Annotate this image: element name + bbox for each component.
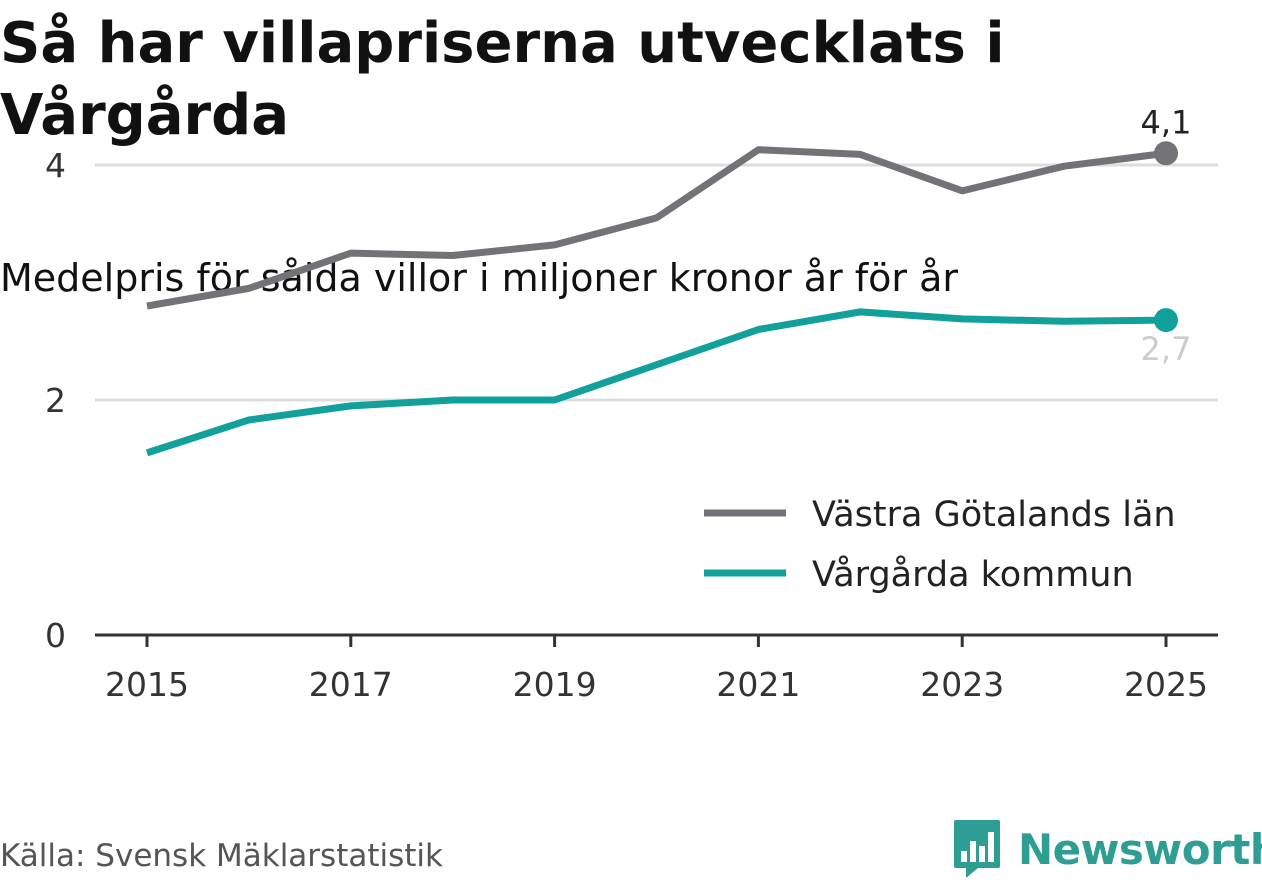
brand-name: Newsworthy [1018,825,1262,874]
line-chart: 0 2 4 2015 2017 2019 2021 2023 2025 Västra Göta… [0,0,1262,800]
end-value-label: 2,7 [1141,330,1192,368]
source-note: Källa: Svensk Mäklarstatistik [0,838,443,874]
series-end-point [1154,308,1178,332]
x-tick-label: 2015 [105,665,189,704]
y-tick-label: 4 [45,146,66,185]
y-axis-ticks: 0 2 4 [45,146,66,655]
x-tick-label: 2021 [716,665,800,704]
x-tick-label: 2023 [920,665,1004,704]
legend: Västra Götalands län Vårgårda kommun [692,487,1192,612]
series-line-vargarda [147,312,1166,453]
end-value-label: 4,1 [1141,103,1192,141]
newsworthy-brand: Newsworthy [952,818,1262,880]
x-axis-ticks: 2015 2017 2019 2021 2023 2025 [105,635,1208,704]
y-tick-label: 0 [45,616,66,655]
newsworthy-logo-icon [952,818,1002,880]
series-end-point [1154,141,1178,165]
legend-label: Vårgårda kommun [812,554,1134,595]
x-tick-label: 2019 [513,665,597,704]
x-tick-label: 2025 [1124,665,1208,704]
legend-label: Västra Götalands län [812,495,1176,535]
x-tick-label: 2017 [309,665,393,704]
y-tick-label: 2 [45,381,66,420]
series-lines [147,141,1178,453]
series-line-vastra-gotaland [147,150,1166,306]
